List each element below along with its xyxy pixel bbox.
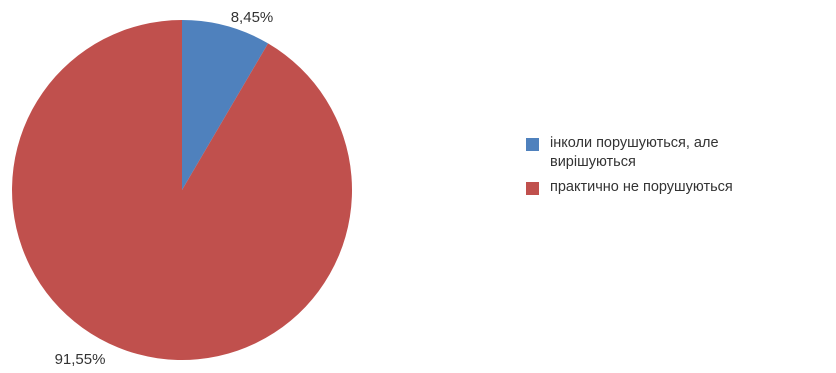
- legend-label-0: інколи порушуються, але вирішуються: [550, 135, 719, 170]
- pie-slice-0: [182, 19, 269, 190]
- legend-swatch-0: [526, 138, 539, 151]
- pie-slice-1: [12, 20, 353, 361]
- legend-label-1: практично не порушуються: [550, 179, 733, 195]
- legend-item-0: інколи порушуються, але вирішуються: [526, 134, 826, 172]
- legend-item-1: практично не порушуються: [526, 178, 826, 197]
- data-label-0: 8,45%: [231, 9, 274, 26]
- data-label-1: 91,55%: [55, 351, 106, 368]
- legend: інколи порушуються, але вирішуються прак…: [526, 134, 826, 203]
- legend-swatch-1: [526, 182, 539, 195]
